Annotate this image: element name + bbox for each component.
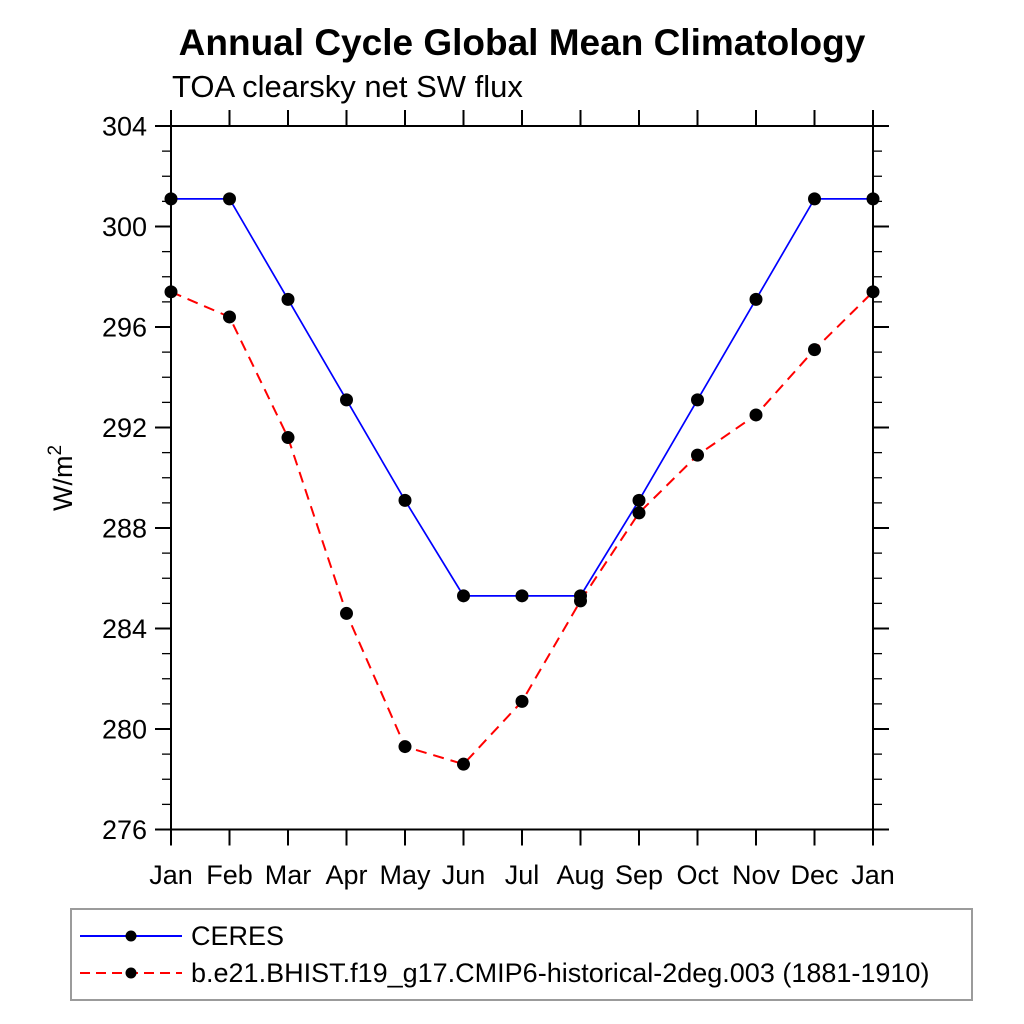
data-point-marker — [749, 292, 763, 306]
y-tick-label: 296 — [102, 313, 147, 343]
legend-line-sample-model — [80, 967, 182, 979]
plot-frame — [170, 125, 874, 831]
y-tick-label: 276 — [102, 815, 147, 845]
x-tick-label: Dec — [790, 860, 838, 890]
legend: CERES b.e21.BHIST.f19_g17.CMIP6-historic… — [70, 908, 973, 1001]
data-point-marker — [281, 431, 295, 445]
data-point-marker — [457, 757, 470, 771]
legend-item-model: b.e21.BHIST.f19_g17.CMIP6-historical-2de… — [78, 955, 971, 992]
data-point-marker — [398, 740, 412, 754]
x-tick-label: Apr — [325, 860, 367, 890]
x-tick-label: Sep — [615, 860, 663, 890]
x-tick-label: Nov — [732, 860, 781, 890]
x-tick-label: Jan — [149, 860, 193, 890]
data-point-marker — [515, 589, 529, 603]
data-point-marker — [632, 493, 646, 507]
y-tick-label: 304 — [102, 112, 147, 142]
data-point-marker — [749, 408, 763, 422]
data-point-marker — [340, 393, 353, 407]
x-tick-label: Jan — [851, 860, 895, 890]
data-point-marker — [281, 292, 295, 306]
data-point-marker — [808, 192, 821, 206]
x-tick-label: Oct — [676, 860, 719, 890]
data-point-marker — [340, 606, 353, 620]
model-line — [170, 290, 874, 766]
x-tick-label: May — [379, 860, 431, 890]
y-tick-label: 288 — [102, 514, 147, 544]
x-tick-label: Feb — [206, 860, 253, 890]
data-point-marker — [574, 594, 587, 608]
data-point-marker — [398, 493, 412, 507]
data-point-marker — [223, 310, 236, 324]
y-tick-label: 284 — [102, 614, 147, 644]
chart-title: Annual Cycle Global Mean Climatology — [178, 22, 866, 63]
x-tick-label: Aug — [556, 860, 604, 890]
x-tick-label: Mar — [265, 860, 312, 890]
y-tick-label: 300 — [102, 212, 147, 242]
ceres-line — [171, 198, 873, 597]
data-point-marker — [515, 694, 529, 708]
data-point-marker — [866, 285, 880, 299]
y-tick-label: 292 — [102, 413, 147, 443]
data-point-marker — [457, 589, 470, 603]
data-point-marker — [164, 192, 178, 206]
data-point-marker — [632, 506, 646, 520]
x-tick-label: Jun — [442, 860, 486, 890]
data-point-marker — [691, 393, 704, 407]
data-point-marker — [223, 192, 236, 206]
chart-subtitle: TOA clearsky net SW flux — [172, 69, 523, 104]
x-tick-label: Jul — [505, 860, 540, 890]
legend-label-ceres: CERES — [191, 920, 285, 951]
data-point-marker — [808, 343, 821, 357]
y-tick-label: 280 — [102, 715, 147, 745]
legend-item-ceres: CERES — [78, 918, 971, 955]
data-point-marker — [691, 448, 704, 462]
data-point-marker — [866, 192, 880, 206]
y-axis-title: W/m2 — [45, 445, 78, 511]
legend-line-sample-ceres — [80, 930, 182, 942]
legend-label-model: b.e21.BHIST.f19_g17.CMIP6-historical-2de… — [191, 957, 930, 988]
data-point-marker — [164, 285, 178, 299]
